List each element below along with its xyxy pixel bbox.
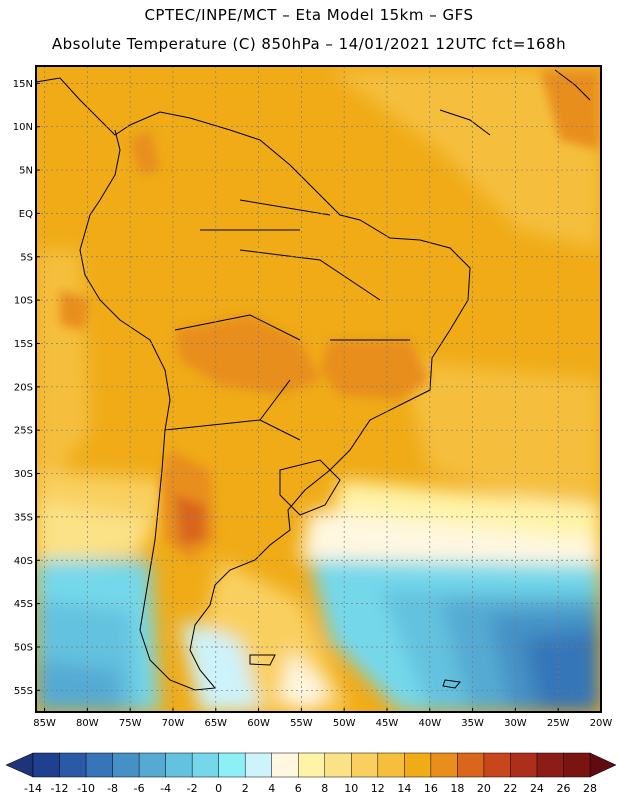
colorbar-swatch (536, 752, 565, 778)
colorbar-label: 28 (583, 782, 597, 795)
colorbar-label: 16 (424, 782, 438, 795)
colorbar-label: 10 (344, 782, 358, 795)
colorbar-swatch (351, 752, 379, 778)
colorbar-label: 26 (556, 782, 570, 795)
lon-tick-label: 55W (290, 718, 313, 729)
colorbar-swatch (85, 752, 114, 778)
colorbar-label: 2 (242, 782, 249, 795)
lat-tick-label: 55S (14, 686, 33, 697)
lat-tick-label: 15S (14, 339, 33, 350)
colorbar-swatch (510, 752, 538, 778)
lat-tick-label: 5N (19, 166, 33, 177)
colorbar-label: -4 (160, 782, 171, 795)
colorbar-label: 12 (371, 782, 385, 795)
colorbar-label: 0 (215, 782, 222, 795)
colorbar-swatch (165, 752, 193, 778)
lat-tick-label: 50S (14, 642, 33, 653)
colorbar-labels: -14 -12 -10 -8 -6 -4 -2 0 2 4 6 8 10 12 14 16 18 20 22 24 26… (24, 782, 597, 795)
colorbar-swatch (59, 752, 87, 778)
lon-tick-label: 70W (162, 718, 185, 729)
lon-tick-label: 85W (33, 718, 56, 729)
colorbar-label: -14 (24, 782, 42, 795)
colorbar-swatch (244, 752, 273, 778)
map-frame (35, 65, 602, 713)
colorbar-swatch (404, 752, 432, 778)
colorbar (5, 752, 617, 778)
coastlines (36, 69, 591, 691)
lon-tick-label: 50W (333, 718, 356, 729)
colorbar-arrow-high (589, 752, 617, 778)
colorbar-label: 4 (268, 782, 275, 795)
colorbar-label: 14 (397, 782, 411, 795)
colorbar-swatch (324, 752, 352, 778)
temperature-field (36, 66, 601, 712)
lon-tick-label: 30W (504, 718, 527, 729)
colorbar-swatch (457, 752, 485, 778)
lat-tick-label: EQ (19, 209, 33, 220)
colorbar-label: 20 (477, 782, 491, 795)
lon-tick-label: 75W (119, 718, 142, 729)
lat-tick-label: 5S (20, 252, 33, 263)
lat-lon-grid (36, 66, 601, 712)
colorbar-label: 6 (295, 782, 302, 795)
colorbar-swatch (377, 752, 405, 778)
lon-tick-label: 80W (76, 718, 99, 729)
colorbar-swatch (563, 752, 591, 778)
colorbar-label: 24 (530, 782, 544, 795)
colorbar-swatch (430, 752, 458, 778)
latitude-labels: 15N 10N 5N EQ 5S 10S 15S 20S 25S 30S 35S 40S 45S 50S 5… (13, 79, 40, 697)
lat-tick-label: 45S (14, 599, 33, 610)
lon-tick-label: 25W (547, 718, 570, 729)
chart-subtitle: Absolute Temperature (C) 850hPa – 14/01/… (51, 35, 567, 53)
colorbar-label: -8 (107, 782, 118, 795)
colorbar-arrow-low (5, 752, 34, 778)
lon-tick-label: 45W (376, 718, 399, 729)
lat-tick-label: 40S (14, 556, 33, 567)
lon-tick-label: 20W (590, 718, 613, 729)
lat-tick-label: 15N (13, 79, 33, 90)
colorbar-swatch (297, 752, 326, 778)
colorbar-label: -2 (187, 782, 198, 795)
chart-title: CPTEC/INPE/MCT – Eta Model 15km – GFS (144, 6, 474, 24)
lat-tick-label: 20S (14, 382, 33, 393)
colorbar-swatch (191, 752, 220, 778)
colorbar-swatch (32, 752, 61, 778)
colorbar-label: -10 (77, 782, 95, 795)
colorbar-label: -12 (51, 782, 69, 795)
lat-tick-label: 10S (14, 296, 33, 307)
lon-tick-label: 65W (204, 718, 227, 729)
colorbar-label: 18 (450, 782, 464, 795)
lon-tick-label: 40W (418, 718, 441, 729)
lat-tick-label: 30S (14, 469, 33, 480)
colorbar-swatch (138, 752, 167, 778)
colorbar-label: 8 (321, 782, 328, 795)
lat-tick-label: 35S (14, 512, 33, 523)
colorbar-swatch (271, 752, 299, 778)
lat-tick-label: 10N (13, 122, 33, 133)
longitude-labels: 85W 80W 75W 70W 65W 60W 55W 50W 45W 40W 35W 30W 25W 2… (33, 708, 612, 729)
lon-tick-label: 35W (461, 718, 484, 729)
lat-tick-label: 25S (14, 426, 33, 437)
colorbar-swatch (112, 752, 140, 778)
colorbar-label: 22 (503, 782, 517, 795)
colorbar-label: -6 (134, 782, 145, 795)
colorbar-swatch (218, 752, 246, 778)
lon-tick-label: 60W (247, 718, 270, 729)
colorbar-swatch (483, 752, 511, 778)
